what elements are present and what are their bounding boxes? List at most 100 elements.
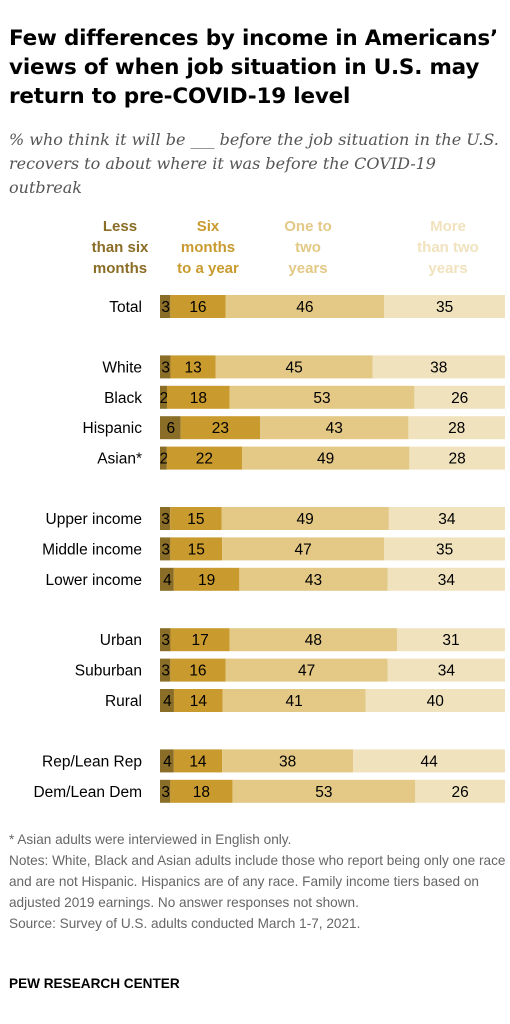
- chart-title: Few differences by income in Americans’ …: [9, 26, 498, 109]
- bar-segment: [239, 567, 388, 591]
- value-label: 53: [315, 784, 332, 801]
- brand-logo-text: PEW RESEARCH CENTER: [9, 976, 180, 991]
- value-label: 40: [427, 693, 445, 710]
- value-label: 22: [196, 451, 213, 468]
- value-label: 35: [436, 541, 453, 558]
- chart-row: White 3 13 45 38: [102, 355, 505, 379]
- bar-segment: [225, 295, 385, 318]
- row-label: Urban: [100, 632, 142, 649]
- bar-segment: [222, 537, 385, 561]
- bar-segment: [222, 749, 354, 773]
- bar-segment: [170, 537, 223, 561]
- asterisk-note: * Asian adults were interviewed in Engli…: [9, 832, 292, 847]
- bar-segment: [241, 446, 410, 470]
- row-label: Rural: [105, 693, 142, 710]
- bar-segment: [160, 416, 181, 440]
- chart-row: Urban 3 17 48 31: [100, 628, 505, 652]
- value-label: 46: [296, 299, 313, 316]
- value-label: 3: [161, 541, 170, 558]
- bar-segment: [160, 537, 171, 561]
- bar-segment: [384, 537, 505, 561]
- value-label: 3: [161, 511, 170, 528]
- value-label: 35: [436, 299, 453, 316]
- bar-segment: [170, 507, 222, 530]
- bar-segment: [180, 416, 261, 440]
- row-label: Suburban: [75, 663, 142, 680]
- value-label: 3: [161, 359, 170, 376]
- bar-segment: [260, 416, 409, 440]
- value-label: 31: [442, 632, 459, 649]
- bar-segment: [160, 658, 171, 682]
- chart-notes: * Asian adults were interviewed in Engli…: [9, 829, 509, 934]
- bar-segment: [388, 507, 505, 530]
- chart-row: Hispanic 6 23 43 28: [83, 416, 505, 440]
- bar-segment: [160, 628, 171, 652]
- methodology-note: Notes: White, Black and Asian adults inc…: [9, 853, 506, 910]
- bar-segment: [166, 385, 230, 409]
- chart-legend: Less than six months Six months to a year One …: [92, 218, 479, 277]
- bar-segment: [353, 749, 505, 773]
- bar-segment: [225, 658, 388, 682]
- bar-segment: [414, 385, 505, 409]
- row-label: Lower income: [46, 572, 143, 589]
- bar-segment: [160, 507, 171, 530]
- bar-segment: [173, 689, 223, 712]
- chart-row: Suburban 3 16 47 34: [75, 658, 505, 682]
- value-label: 28: [448, 420, 465, 437]
- chart-row: Black 2 18 53 26: [104, 385, 505, 409]
- bar-segment: [229, 385, 415, 409]
- value-label: 2: [160, 451, 169, 468]
- bar-segment: [170, 295, 226, 318]
- value-label: 45: [286, 359, 303, 376]
- bar-segment: [387, 658, 505, 682]
- legend-label-3: One to two years: [284, 218, 332, 277]
- value-label: 16: [189, 663, 206, 680]
- source-note: Source: Survey of U.S. adults conducted …: [9, 916, 361, 931]
- value-label: 34: [438, 663, 456, 680]
- value-label: 34: [438, 511, 456, 528]
- row-label: Hispanic: [83, 420, 143, 437]
- bar-segment: [408, 416, 505, 440]
- row-label: Middle income: [42, 541, 142, 558]
- value-label: 43: [326, 420, 343, 437]
- chart-row: Total 3 16 46 35: [109, 295, 505, 318]
- value-label: 3: [161, 784, 170, 801]
- value-label: 4: [163, 753, 172, 770]
- legend-label-2: Six months to a year: [177, 218, 239, 277]
- bar-segment: [409, 446, 505, 470]
- value-label: 34: [438, 572, 456, 589]
- value-label: 49: [317, 451, 334, 468]
- value-label: 14: [190, 693, 208, 710]
- bar-segment: [415, 779, 505, 803]
- value-label: 16: [189, 299, 206, 316]
- bar-segment: [387, 567, 505, 591]
- value-label: 38: [430, 359, 447, 376]
- stacked-bar-chart: Less than six months Six months to a year One …: [33, 218, 505, 803]
- row-label: Dem/Lean Dem: [33, 784, 142, 801]
- row-label: Asian*: [97, 451, 142, 468]
- bar-segment: [166, 446, 242, 470]
- bar-segment: [160, 446, 167, 470]
- bar-segment: [232, 779, 416, 803]
- legend-label-4: More than two years: [417, 218, 479, 277]
- bar-segment: [160, 355, 171, 379]
- bar-segment: [160, 295, 171, 318]
- bar-segment: [160, 385, 167, 409]
- bar-segment: [170, 628, 230, 652]
- value-label: 28: [449, 451, 466, 468]
- bar-segment: [170, 779, 233, 803]
- value-label: 13: [184, 359, 201, 376]
- bar-segment: [170, 355, 216, 379]
- value-label: 49: [297, 511, 314, 528]
- row-label: Black: [104, 390, 142, 407]
- row-label: Total: [109, 299, 142, 316]
- bar-segment: [170, 658, 226, 682]
- row-label: Rep/Lean Rep: [42, 753, 142, 770]
- chart-row: Rep/Lean Rep 4 14 38 44: [42, 749, 505, 773]
- value-label: 4: [163, 693, 172, 710]
- value-label: 19: [198, 572, 215, 589]
- value-label: 43: [305, 572, 322, 589]
- bar-segment: [372, 355, 505, 379]
- value-label: 44: [420, 753, 438, 770]
